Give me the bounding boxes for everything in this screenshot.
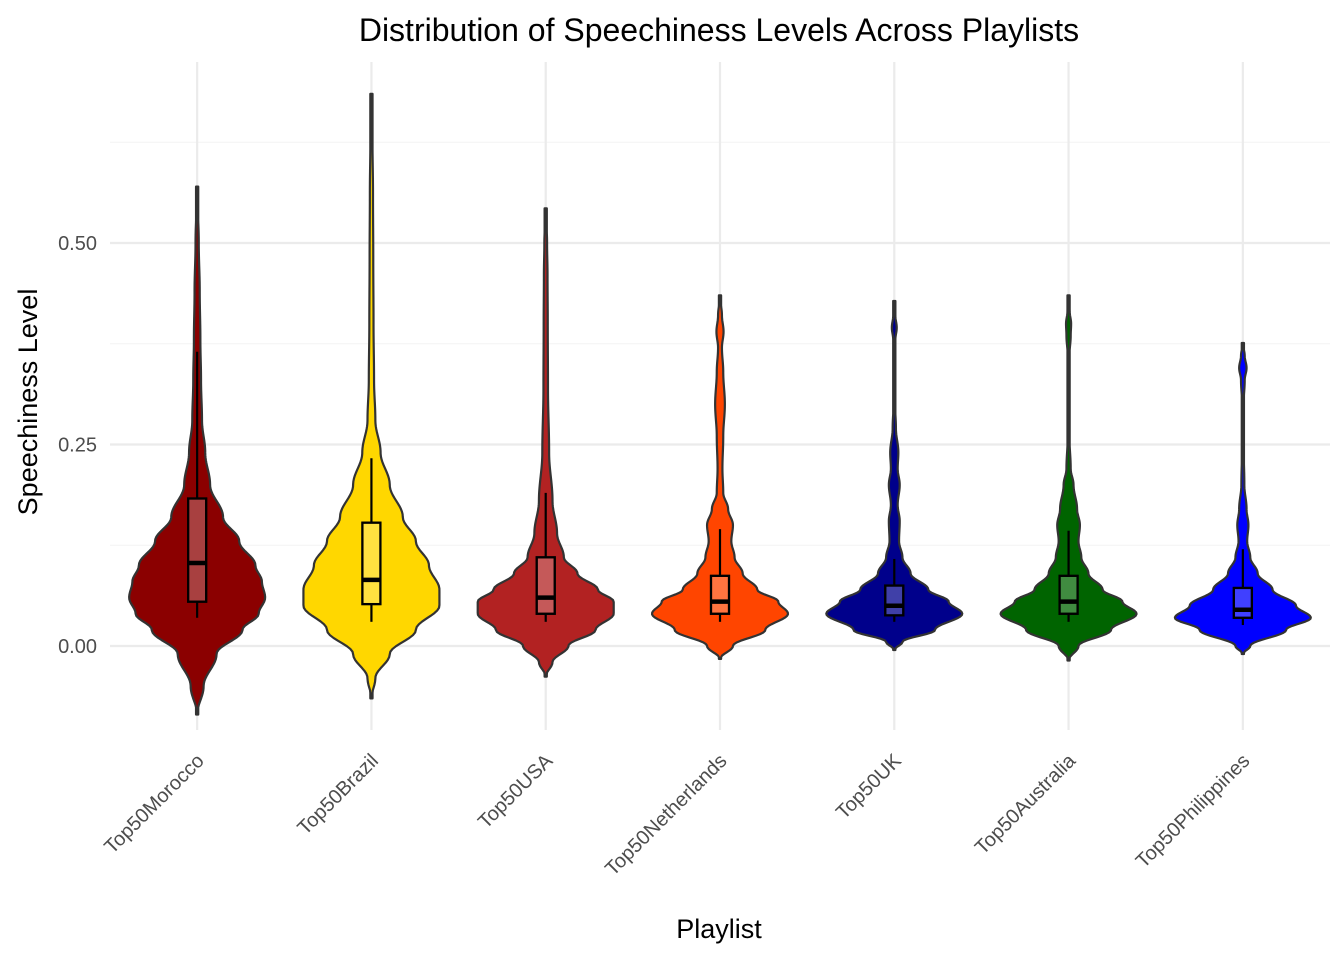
chart-title: Distribution of Speechiness Levels Acros…: [359, 12, 1079, 48]
y-tick-label: 0.50: [58, 233, 97, 255]
box-iqr: [1058, 574, 1079, 615]
y-tick-label: 0.00: [58, 636, 97, 658]
violin-shape: [999, 294, 1138, 662]
violin-group: [825, 299, 964, 652]
box-iqr: [187, 497, 208, 603]
box-iqr: [709, 574, 731, 615]
violin-shape: [476, 207, 615, 678]
violin-group: [302, 92, 441, 700]
violin-group: [476, 207, 615, 678]
box-iqr: [1232, 586, 1253, 619]
x-axis-title: Playlist: [676, 914, 762, 944]
y-tick-label: 0.25: [58, 435, 97, 457]
y-axis-title: Speechiness Level: [13, 289, 43, 516]
box-iqr: [884, 584, 905, 617]
box-iqr: [361, 521, 382, 606]
violin-group: [999, 294, 1138, 662]
y-axis-ticks: 0.00 0.25 0.50: [58, 233, 97, 658]
violin-shape: [1173, 341, 1312, 656]
box-iqr: [535, 556, 556, 615]
violin-shape: [650, 294, 790, 660]
violin-group: [1173, 341, 1312, 656]
violins-layer: [128, 92, 1312, 716]
violin-group: [650, 294, 790, 660]
violin-shape: [302, 92, 441, 700]
violin-group: [128, 185, 267, 716]
violin-shape: [825, 299, 964, 652]
